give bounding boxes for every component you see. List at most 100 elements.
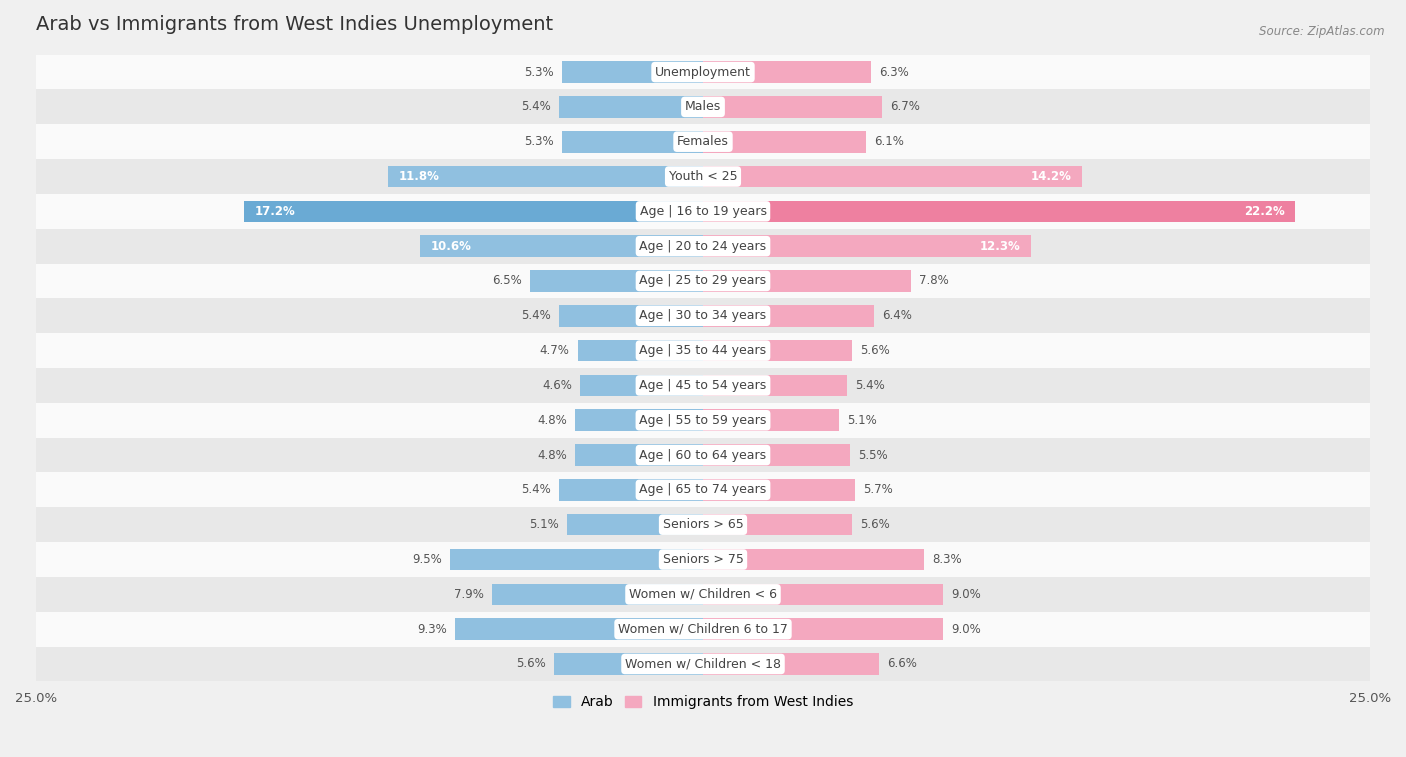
Text: Age | 25 to 29 years: Age | 25 to 29 years [640,275,766,288]
Bar [37,646,1369,681]
Text: 14.2%: 14.2% [1031,170,1071,183]
Text: 5.6%: 5.6% [860,344,890,357]
Text: Seniors > 65: Seniors > 65 [662,519,744,531]
Text: 7.9%: 7.9% [454,588,484,601]
Text: Women w/ Children < 6: Women w/ Children < 6 [628,588,778,601]
Text: 9.0%: 9.0% [950,623,981,636]
Bar [703,549,924,570]
Text: 5.3%: 5.3% [524,136,554,148]
Bar [703,235,1031,257]
Text: 5.6%: 5.6% [516,658,546,671]
Bar [37,263,1369,298]
Text: Males: Males [685,101,721,114]
Bar [37,124,1369,159]
Text: Age | 20 to 24 years: Age | 20 to 24 years [640,240,766,253]
Text: 9.3%: 9.3% [418,623,447,636]
Text: 5.4%: 5.4% [522,101,551,114]
Legend: Arab, Immigrants from West Indies: Arab, Immigrants from West Indies [547,690,859,715]
Text: 10.6%: 10.6% [430,240,472,253]
Bar [561,61,703,83]
Text: 11.8%: 11.8% [399,170,440,183]
Text: Women w/ Children 6 to 17: Women w/ Children 6 to 17 [619,623,787,636]
Text: 5.4%: 5.4% [522,310,551,322]
Text: Age | 35 to 44 years: Age | 35 to 44 years [640,344,766,357]
Bar [37,507,1369,542]
Bar [703,305,873,326]
Bar [37,89,1369,124]
Text: Age | 45 to 54 years: Age | 45 to 54 years [640,379,766,392]
Bar [245,201,703,222]
Bar [703,584,943,605]
Text: 6.5%: 6.5% [492,275,522,288]
Text: 9.5%: 9.5% [412,553,441,566]
Bar [554,653,703,674]
Bar [37,333,1369,368]
Text: Age | 60 to 64 years: Age | 60 to 64 years [640,449,766,462]
Text: 5.4%: 5.4% [855,379,884,392]
Bar [37,612,1369,646]
Bar [567,514,703,535]
Text: 4.8%: 4.8% [537,449,567,462]
Bar [703,166,1081,187]
Bar [575,444,703,466]
Text: 5.3%: 5.3% [524,66,554,79]
Bar [37,472,1369,507]
Text: 5.6%: 5.6% [860,519,890,531]
Text: 6.4%: 6.4% [882,310,911,322]
Bar [703,131,866,152]
Bar [37,298,1369,333]
Text: 7.8%: 7.8% [920,275,949,288]
Bar [388,166,703,187]
Bar [37,194,1369,229]
Bar [703,514,852,535]
Text: 6.7%: 6.7% [890,101,920,114]
Text: 4.7%: 4.7% [540,344,569,357]
Text: Source: ZipAtlas.com: Source: ZipAtlas.com [1260,25,1385,38]
Bar [560,479,703,500]
Bar [703,201,1295,222]
Bar [703,270,911,291]
Bar [560,96,703,117]
Text: 17.2%: 17.2% [254,205,295,218]
Text: Age | 30 to 34 years: Age | 30 to 34 years [640,310,766,322]
Text: 6.6%: 6.6% [887,658,917,671]
Bar [37,159,1369,194]
Bar [530,270,703,291]
Bar [703,61,872,83]
Text: Unemployment: Unemployment [655,66,751,79]
Text: Women w/ Children < 18: Women w/ Children < 18 [626,658,780,671]
Bar [578,340,703,361]
Text: 5.1%: 5.1% [529,519,560,531]
Text: Youth < 25: Youth < 25 [669,170,737,183]
Text: 4.6%: 4.6% [543,379,572,392]
Bar [703,444,849,466]
Text: Seniors > 75: Seniors > 75 [662,553,744,566]
Bar [561,131,703,152]
Text: 5.7%: 5.7% [863,484,893,497]
Text: Age | 16 to 19 years: Age | 16 to 19 years [640,205,766,218]
Text: Age | 65 to 74 years: Age | 65 to 74 years [640,484,766,497]
Text: 4.8%: 4.8% [537,414,567,427]
Text: 9.0%: 9.0% [950,588,981,601]
Text: 5.5%: 5.5% [858,449,887,462]
Text: 8.3%: 8.3% [932,553,962,566]
Bar [703,375,846,396]
Bar [575,410,703,431]
Bar [581,375,703,396]
Bar [703,653,879,674]
Text: Age | 55 to 59 years: Age | 55 to 59 years [640,414,766,427]
Text: 22.2%: 22.2% [1244,205,1285,218]
Text: 6.3%: 6.3% [879,66,908,79]
Bar [703,618,943,640]
Bar [450,549,703,570]
Bar [37,403,1369,438]
Bar [37,542,1369,577]
Bar [37,577,1369,612]
Bar [492,584,703,605]
Bar [37,229,1369,263]
Bar [420,235,703,257]
Bar [560,305,703,326]
Text: 6.1%: 6.1% [873,136,904,148]
Bar [37,438,1369,472]
Text: Arab vs Immigrants from West Indies Unemployment: Arab vs Immigrants from West Indies Unem… [37,15,553,34]
